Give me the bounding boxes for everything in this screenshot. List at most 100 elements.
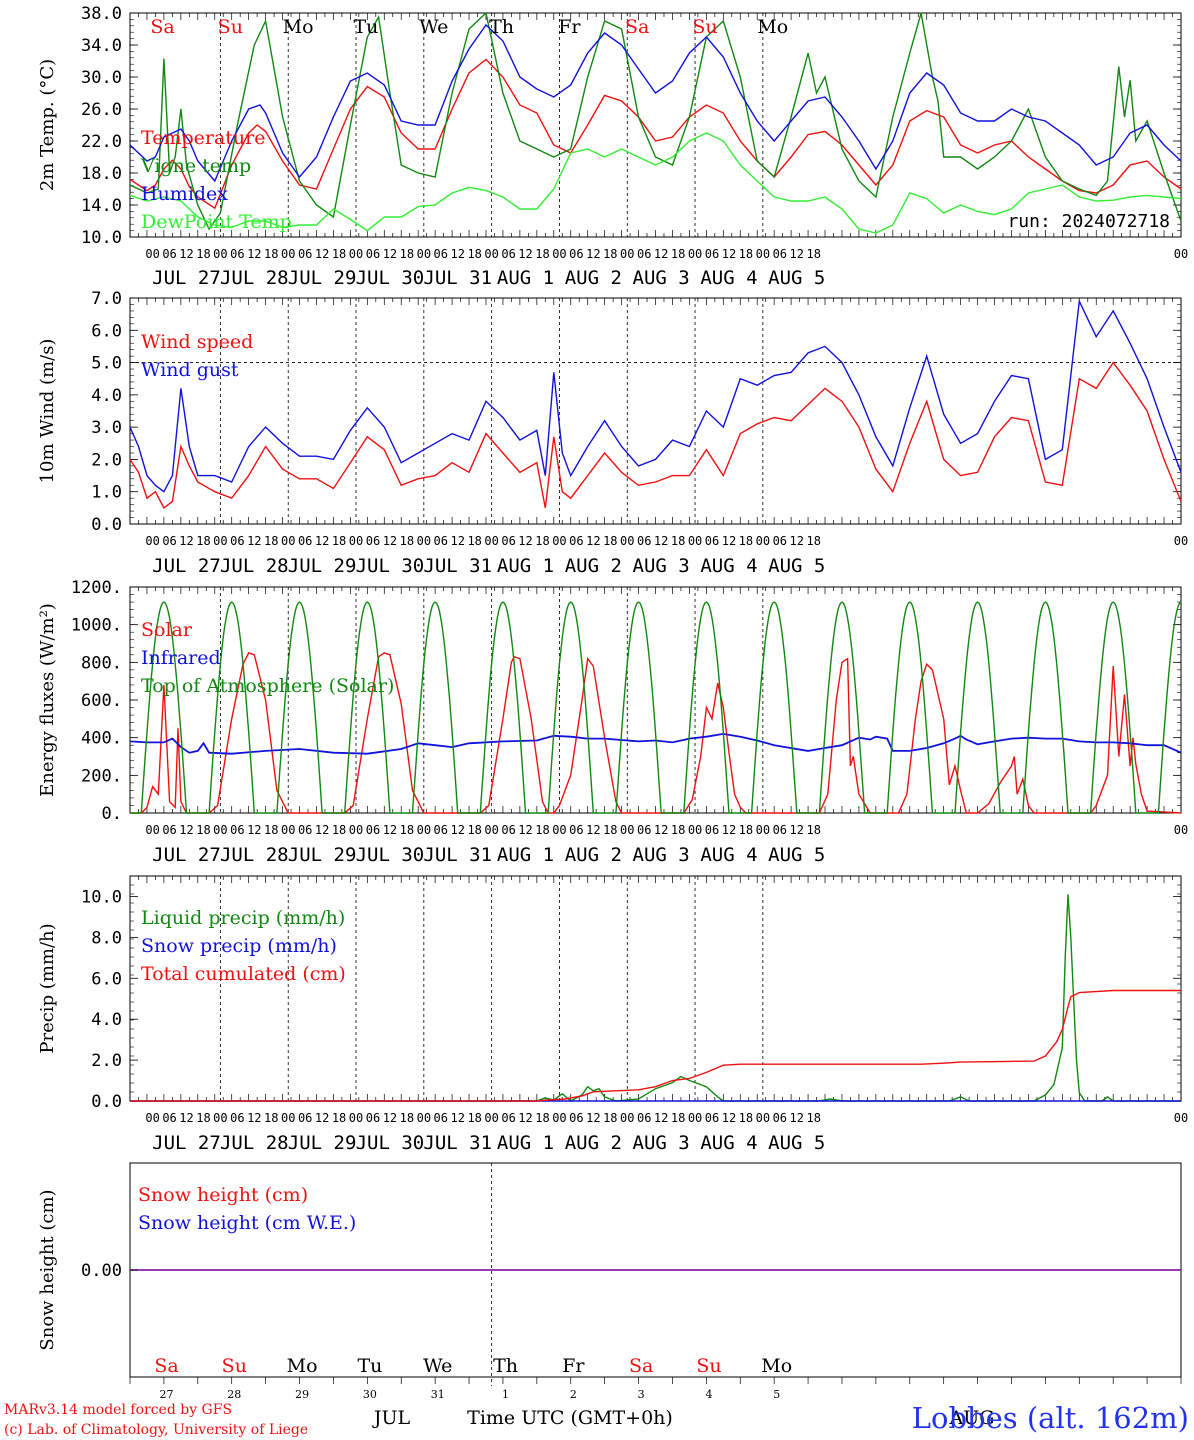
wind-panel: 00 06 12 18 00 06 12 18 00 06 12 18 00 06 12 18 00 06 12 18… [37,289,1188,577]
month-label-jul: JUL [372,1407,411,1429]
y-tick-label: 1200. [71,578,122,598]
y-tick-label: 34.0 [81,36,122,56]
day-number-label: 5 [773,1388,780,1401]
legend-entry: Infrared [141,647,221,669]
day-of-week-label: Sa [629,1355,653,1377]
hour-tick-label: 18 [264,1111,278,1125]
hour-tick-label: 06 [298,247,312,261]
day-number-label: 27 [160,1388,174,1401]
hour-tick-label: 12 [586,534,600,548]
hour-tick-label: 12 [586,1111,600,1125]
y-axis-title: Energy fluxes (W/m²) [37,603,58,797]
hour-tick-label: 18 [332,1111,346,1125]
series-line-total-cumulated-cm [130,989,1181,1102]
legend-entry: Vigne temp [140,155,251,177]
precip-panel: 00 06 12 18 00 06 12 18 00 06 12 18 00 06 12 18 00 06 12 18… [37,875,1188,1154]
y-tick-label: 38.0 [81,4,122,24]
hour-tick-label: 00 [281,1111,295,1125]
date-label: JUL 31 [423,267,492,289]
hour-tick-label: 00 [417,1111,431,1125]
day-number-label: 1 [502,1388,509,1401]
series-line-humidex [129,23,1182,183]
hour-tick-label: 12 [179,247,193,261]
hour-tick-label: 18 [467,247,481,261]
y-tick-label: 2.0 [91,450,122,470]
series-line-top-of-atmosphere-solar [130,601,1182,814]
hour-tick-label: 06 [637,534,651,548]
hour-tick-label: 06 [434,823,448,837]
hour-tick-label: 18 [535,1111,549,1125]
hour-tick-label: 00 [552,823,566,837]
date-label: AUG 3 [633,267,690,289]
y-axis-title: Precip (mm/h) [37,923,58,1053]
series-line-vigne-temp [129,11,1182,231]
y-tick-label: 8.0 [91,928,122,948]
hour-tick-label: 00 [552,247,566,261]
hour-tick-label: 00 [688,534,702,548]
date-label: JUL 27 [152,844,221,866]
hour-tick-label: 00 [1174,823,1188,837]
hour-tick-label: 18 [806,247,820,261]
hour-tick-label: 12 [518,247,532,261]
date-label: AUG 2 [565,267,622,289]
chart-panels: 00 06 12 18 00 06 12 18 00 06 12 18 00 06 12 18 00 06 12 18… [37,4,1188,1401]
hour-tick-label: 12 [383,534,397,548]
hour-tick-label: 00 [756,247,770,261]
legend-entry: Liquid precip (mm/h) [141,907,345,929]
hour-tick-label: 00 [281,534,295,548]
y-axis-title: 2m Temp. (°C) [37,59,58,191]
legend-entry: DewPoint Temp [141,211,292,233]
hour-tick-label: 06 [230,1111,244,1125]
day-of-week-label: Su [222,1355,247,1377]
hour-tick-label: 18 [603,823,617,837]
hour-tick-label: 18 [264,823,278,837]
day-of-week-label: Mo [757,16,788,38]
hour-tick-label: 00 [213,534,227,548]
day-of-week-label: Fr [558,16,581,38]
series-line-wind-gust [129,298,1182,493]
date-label: AUG 5 [768,844,825,866]
hour-tick-label: 18 [400,534,414,548]
hour-tick-label: 06 [434,1111,448,1125]
hour-tick-label: 06 [637,1111,651,1125]
hour-tick-label: 12 [247,1111,261,1125]
hour-tick-label: 00 [281,247,295,261]
hour-tick-label: 06 [705,247,719,261]
date-label: JUL 28 [220,1132,289,1154]
date-label: AUG 4 [700,555,757,577]
hour-tick-label: 06 [637,823,651,837]
hour-tick-label: 18 [806,823,820,837]
hour-tick-label: 18 [603,247,617,261]
hour-tick-label: 12 [654,247,668,261]
y-tick-label: 22.0 [81,132,122,152]
hour-tick-label: 12 [722,247,736,261]
hour-tick-label: 18 [739,247,753,261]
hour-tick-label: 18 [739,534,753,548]
hour-tick-label: 12 [654,534,668,548]
day-of-week-label: We [419,16,448,38]
date-label: AUG 3 [633,555,690,577]
y-tick-label: 14.0 [81,196,122,216]
hour-tick-label: 18 [196,534,210,548]
legend-entry: Snow precip (mm/h) [141,935,337,957]
hour-tick-label: 06 [773,823,787,837]
series-line-wind-speed [129,361,1182,509]
hour-tick-label: 00 [145,823,159,837]
date-label: AUG 2 [565,844,622,866]
hour-tick-label: 18 [806,1111,820,1125]
hour-tick-label: 06 [366,247,380,261]
hour-tick-label: 12 [790,823,804,837]
date-label: AUG 5 [768,267,825,289]
hour-tick-label: 12 [451,823,465,837]
hour-tick-label: 00 [484,1111,498,1125]
hour-tick-label: 06 [366,823,380,837]
y-tick-label: 2.0 [91,1051,122,1071]
hour-tick-label: 18 [806,534,820,548]
hour-tick-label: 18 [671,247,685,261]
y-tick-label: 6.0 [91,321,122,341]
hour-tick-label: 06 [773,534,787,548]
date-label: AUG 4 [700,844,757,866]
hour-tick-label: 18 [264,534,278,548]
hour-tick-label: 06 [569,823,583,837]
hour-tick-label: 12 [451,534,465,548]
